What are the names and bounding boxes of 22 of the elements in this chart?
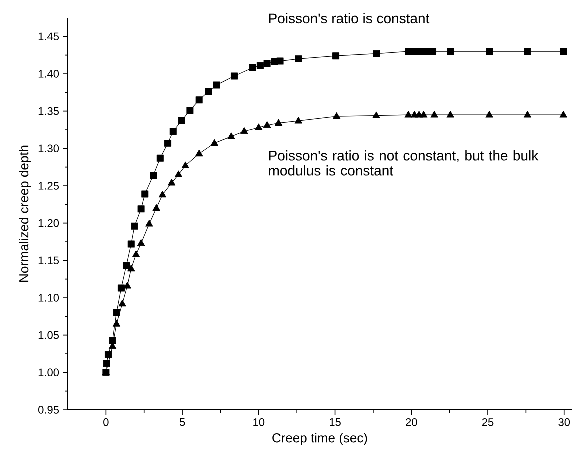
y-tick-label: 1.25 [38, 182, 60, 190]
y-tick-label: 1.20 [38, 219, 60, 228]
y-tick-label: 1.05 [38, 331, 60, 340]
y-tick-label: 1.30 [38, 144, 60, 153]
x-tick-label: 15 [330, 418, 341, 426]
y-tick-label: 1.45 [38, 32, 60, 40]
series-label: Poisson's ratio is not constant, but the bulk modulus is constant [269, 150, 539, 176]
y-tick-label: 1.10 [38, 294, 60, 302]
x-tick-label: 20 [406, 418, 418, 426]
x-tick-label: 10 [254, 418, 265, 426]
y-tick-label: 1.15 [38, 256, 60, 265]
series-label: Poisson's ratio is constant [269, 13, 430, 24]
x-tick-label: 0 [104, 418, 109, 426]
y-axis-title: Normalized creep depth [19, 146, 32, 282]
x-tick-label: 30 [558, 418, 570, 426]
y-tick-label: 1.00 [38, 368, 60, 377]
y-tick-label: 0.95 [38, 406, 60, 414]
y-tick-label: 1.40 [38, 70, 60, 78]
y-tick-label: 1.35 [38, 107, 60, 116]
x-tick-label: 5 [180, 418, 186, 426]
x-axis-title: Creep time (sec) [272, 433, 368, 446]
x-tick-label: 25 [482, 418, 494, 426]
